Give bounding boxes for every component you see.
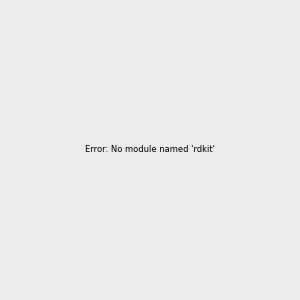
Text: Error: No module named 'rdkit': Error: No module named 'rdkit' bbox=[85, 146, 215, 154]
